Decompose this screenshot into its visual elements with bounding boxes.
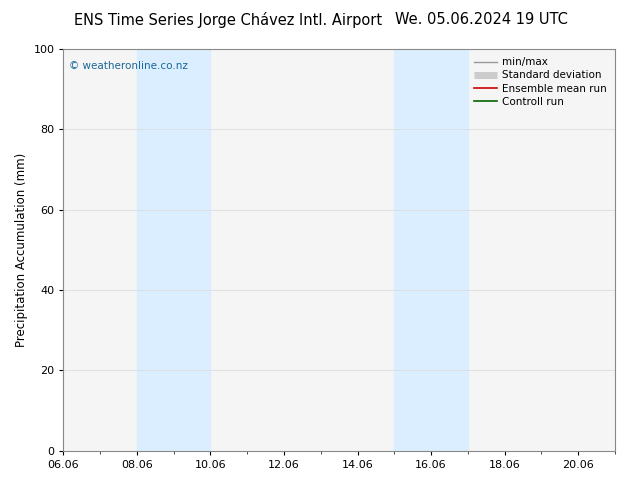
Legend: min/max, Standard deviation, Ensemble mean run, Controll run: min/max, Standard deviation, Ensemble me… [470,54,610,110]
Text: © weatheronline.co.nz: © weatheronline.co.nz [69,61,188,71]
Bar [137,49,210,451]
Text: ENS Time Series Jorge Chávez Intl. Airport: ENS Time Series Jorge Chávez Intl. Airpo… [74,12,382,28]
Text: We. 05.06.2024 19 UTC: We. 05.06.2024 19 UTC [396,12,568,27]
Bar [394,49,468,451]
Y-axis label: Precipitation Accumulation (mm): Precipitation Accumulation (mm) [15,153,28,347]
